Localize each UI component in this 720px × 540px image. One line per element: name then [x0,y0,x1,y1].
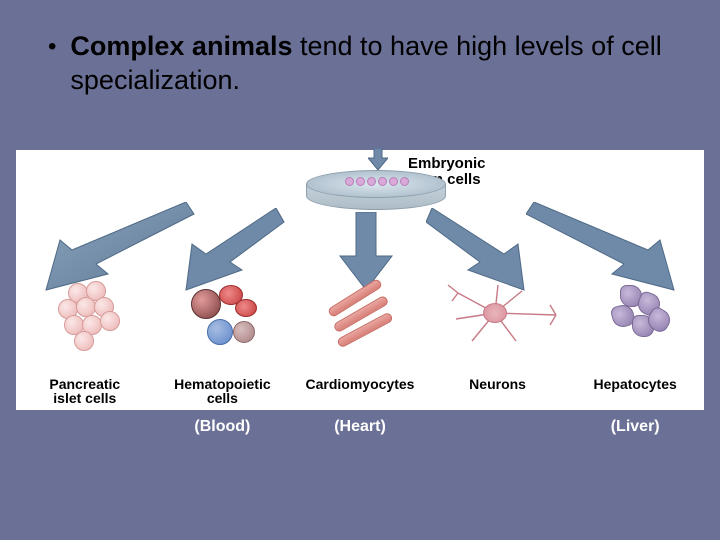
bullet: • Complex animals tend to have high leve… [48,30,688,98]
pancreatic-islet-cells-icon [16,270,154,360]
label-pancreatic: Pancreatic islet cells [16,377,154,406]
neurons-icon [429,270,567,360]
sub-hepatocytes: (Liver) [566,418,704,436]
bullet-marker: • [48,30,56,64]
label-cardiomyocytes: Cardiomyocytes [291,377,429,406]
arrow-into-dish-icon [368,148,388,170]
cardiomyocytes-icon [291,270,429,360]
sub-hematopoietic: (Blood) [154,418,292,436]
bullet-text: Complex animals tend to have high levels… [70,30,688,98]
diagram-panel: Embryonic stem cells [16,150,704,410]
cell-labels-row: Pancreatic islet cells Hematopoietic cel… [16,377,704,406]
hematopoietic-cells-icon [154,270,292,360]
stem-cells-icon [337,177,417,193]
bullet-bold: Complex animals [70,31,292,61]
label-hepatocytes: Hepatocytes [566,377,704,406]
sub-cardiomyocytes: (Heart) [291,418,429,436]
slide: • Complex animals tend to have high leve… [0,0,720,540]
sub-pancreatic [16,418,154,436]
cell-illustrations-row [16,270,704,360]
sub-neurons [429,418,567,436]
sub-labels-row: (Blood) (Heart) (Liver) [16,418,704,436]
hepatocytes-icon [566,270,704,360]
label-hematopoietic: Hematopoietic cells [154,377,292,406]
label-neurons: Neurons [429,377,567,406]
